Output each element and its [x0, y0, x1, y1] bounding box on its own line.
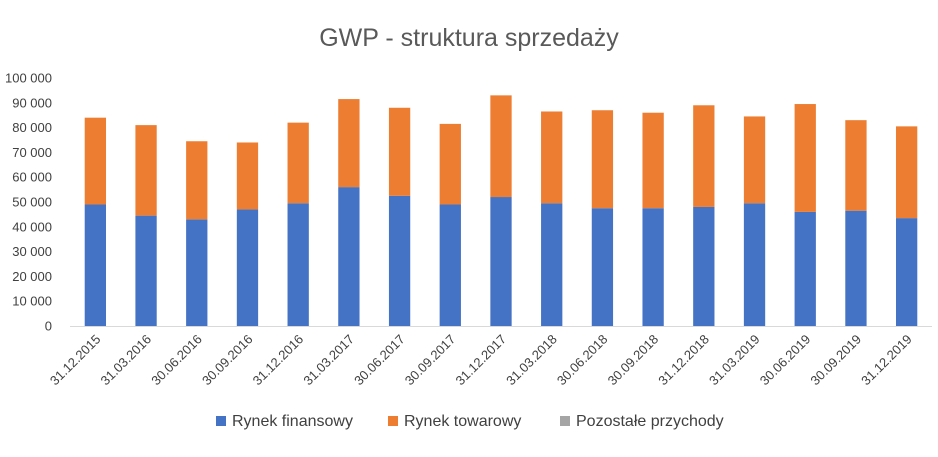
x-tick-label: 30.06.2016 [148, 332, 205, 389]
bar-rynek-towarowy [541, 111, 563, 204]
bar-rynek-finansowy [84, 204, 107, 326]
y-tick-label: 40 000 [12, 219, 52, 234]
x-tick-label: 30.06.2018 [554, 332, 611, 389]
bars [84, 95, 918, 326]
bar-rynek-finansowy [845, 210, 867, 326]
bar-rynek-finansowy [743, 203, 766, 326]
x-tick-label: 31.03.2016 [98, 332, 155, 389]
bar-rynek-towarowy [439, 123, 461, 205]
bar-rynek-towarowy [287, 122, 309, 204]
bar-rynek-finansowy [135, 215, 157, 326]
x-tick-label: 30.09.2016 [199, 332, 256, 389]
bar-rynek-towarowy [794, 104, 816, 212]
bar-rynek-towarowy [388, 107, 411, 196]
x-tick-label: 30.06.2017 [351, 332, 408, 389]
x-tick-label: 30.06.2019 [757, 332, 814, 389]
y-tick-label: 100 000 [5, 71, 52, 86]
bar-rynek-finansowy [895, 218, 918, 326]
bar-rynek-towarowy [743, 116, 766, 204]
x-tick-label: 31.03.2019 [706, 332, 763, 389]
y-tick-label: 90 000 [12, 95, 52, 110]
y-axis-ticks: 0 10 000 20 000 30 000 40 000 50 000 60 000 70 … [5, 71, 52, 334]
y-tick-label: 70 000 [12, 145, 52, 160]
bar-rynek-finansowy [388, 195, 411, 326]
x-tick-label: 31.12.2015 [47, 332, 104, 389]
y-tick-label: 10 000 [12, 294, 52, 309]
y-tick-label: 0 [45, 319, 52, 334]
x-tick-label: 30.09.2018 [605, 332, 662, 389]
bar-rynek-towarowy [490, 95, 512, 198]
bar-rynek-towarowy [591, 110, 614, 209]
bar-rynek-finansowy [236, 209, 259, 326]
bar-rynek-towarowy [236, 142, 259, 210]
y-tick-label: 30 000 [12, 244, 52, 259]
bar-rynek-towarowy [338, 99, 360, 188]
y-tick-label: 20 000 [12, 269, 52, 284]
legend-label: Pozostałe przychody [576, 413, 724, 430]
legend-label: Rynek finansowy [232, 413, 353, 430]
bar-rynek-towarowy [895, 126, 918, 219]
x-tick-label: 30.09.2017 [402, 332, 459, 389]
x-tick-label: 31.03.2018 [503, 332, 560, 389]
x-tick-label: 31.03.2017 [300, 332, 357, 389]
legend-swatch [216, 416, 226, 426]
bar-rynek-finansowy [591, 208, 614, 326]
bar-rynek-finansowy [490, 197, 512, 326]
x-axis-ticks: 31.12.201531.03.201630.06.201630.09.2016… [47, 332, 915, 389]
bar-rynek-finansowy [287, 203, 309, 326]
bar-rynek-finansowy [541, 203, 563, 326]
legend-swatch [560, 416, 570, 426]
bar-rynek-finansowy [693, 206, 715, 326]
x-tick-label: 31.12.2019 [858, 332, 915, 389]
bar-rynek-finansowy [186, 219, 208, 326]
bar-rynek-towarowy [845, 120, 867, 211]
x-tick-label: 30.09.2019 [807, 332, 864, 389]
y-tick-label: 60 000 [12, 170, 52, 185]
y-tick-label: 80 000 [12, 120, 52, 135]
legend-label: Rynek towarowy [404, 413, 521, 430]
y-tick-label: 50 000 [12, 195, 52, 210]
legend: Rynek finansowy Rynek towarowy Pozostałe p… [216, 413, 724, 430]
chart-title: GWP - struktura sprzedaży [319, 24, 619, 52]
bar-rynek-towarowy [642, 112, 664, 209]
bar-rynek-towarowy [186, 141, 208, 220]
bar-rynek-towarowy [84, 117, 107, 205]
bar-rynek-towarowy [693, 105, 715, 207]
legend-swatch [388, 416, 398, 426]
bar-rynek-finansowy [338, 187, 360, 326]
x-tick-label: 31.12.2018 [655, 332, 712, 389]
bar-rynek-towarowy [135, 125, 157, 216]
bar-rynek-finansowy [642, 208, 664, 326]
bar-rynek-finansowy [794, 211, 816, 326]
x-tick-label: 31.12.2016 [250, 332, 307, 389]
bar-rynek-finansowy [439, 204, 461, 326]
x-tick-label: 31.12.2017 [452, 332, 509, 389]
